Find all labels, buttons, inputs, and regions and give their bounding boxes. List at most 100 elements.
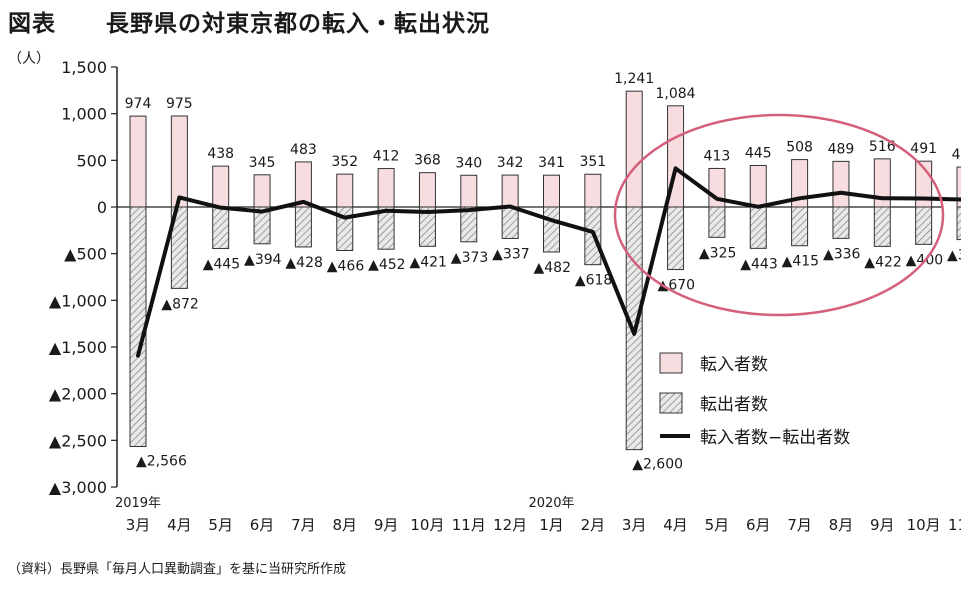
outflow-bar bbox=[212, 206, 230, 250]
x-tick-label: 7月 bbox=[291, 516, 316, 534]
inflow-bar bbox=[336, 173, 354, 208]
x-tick-label: 6月 bbox=[250, 516, 275, 534]
y-tick-label: 1,000 bbox=[61, 105, 107, 124]
inflow-value-label: 974 bbox=[125, 96, 152, 112]
outflow-bar bbox=[543, 206, 560, 253]
y-tick-label: 1,500 bbox=[61, 58, 107, 77]
inflow-value-label: 341 bbox=[538, 155, 565, 171]
x-tick-label: 1月 bbox=[539, 516, 564, 534]
y-tick-label: 0 bbox=[97, 198, 107, 217]
outflow-value-label: ▲670 bbox=[658, 278, 696, 294]
y-axis-unit-label: （人） bbox=[8, 51, 50, 67]
inflow-bar bbox=[956, 166, 961, 208]
outflow-value-label: ▲445 bbox=[203, 257, 241, 273]
inflow-bar bbox=[418, 172, 436, 208]
outflow-bar bbox=[749, 206, 767, 249]
x-tick-label: 8月 bbox=[829, 516, 854, 534]
outflow-bar bbox=[915, 206, 933, 245]
inflow-bar bbox=[749, 164, 767, 208]
inflow-value-label: 368 bbox=[414, 153, 441, 169]
y-tick-label: ▲2,000 bbox=[49, 385, 107, 404]
inflow-value-label: 438 bbox=[207, 146, 234, 162]
outflow-bar bbox=[873, 206, 891, 247]
net-migration-line bbox=[136, 166, 961, 358]
outflow-value-label: ▲349 bbox=[947, 248, 961, 264]
outflow-bar bbox=[253, 206, 271, 245]
outflow-value-label: ▲373 bbox=[451, 250, 489, 266]
outflow-value-label: ▲337 bbox=[492, 246, 530, 262]
year-label: 2020年 bbox=[528, 496, 574, 511]
outflow-bar bbox=[294, 206, 312, 248]
outflow-bar bbox=[170, 206, 188, 289]
outflow-bar bbox=[956, 206, 961, 241]
inflow-bar bbox=[253, 174, 271, 208]
x-tick-label: 6月 bbox=[746, 516, 771, 534]
x-tick-label: 11月 bbox=[948, 516, 961, 534]
y-tick-label: ▲1,000 bbox=[49, 291, 107, 310]
inflow-bar bbox=[212, 165, 230, 208]
inflow-value-label: 345 bbox=[249, 155, 276, 171]
inflow-value-label: 445 bbox=[745, 145, 772, 161]
inflow-bar bbox=[460, 174, 478, 208]
inflow-value-label: 428 bbox=[952, 147, 961, 163]
inflow-value-label: 489 bbox=[828, 141, 855, 157]
inflow-value-label: 351 bbox=[579, 154, 606, 170]
outflow-bar bbox=[708, 206, 726, 238]
outflow-value-label: ▲415 bbox=[782, 254, 820, 270]
inflow-bar bbox=[129, 115, 147, 208]
x-tick-label: 4月 bbox=[167, 516, 192, 534]
outflow-bar bbox=[460, 206, 478, 243]
inflow-value-label: 340 bbox=[455, 155, 482, 171]
source-note: （資料）長野県「毎月人口異動調査」を基に当研究所作成 bbox=[8, 562, 347, 577]
x-tick-label: 5月 bbox=[705, 516, 730, 534]
inflow-value-label: 508 bbox=[786, 140, 813, 156]
y-tick-label: ▲2,500 bbox=[49, 431, 107, 450]
outflow-value-label: ▲872 bbox=[161, 296, 199, 312]
outflow-bar bbox=[377, 206, 395, 250]
outflow-value-label: ▲421 bbox=[409, 254, 447, 270]
outflow-value-label: ▲336 bbox=[823, 246, 861, 262]
highlight-circle bbox=[613, 113, 945, 317]
outflow-value-label: ▲443 bbox=[740, 256, 778, 272]
x-tick-label: 11月 bbox=[452, 516, 486, 534]
inflow-value-label: 342 bbox=[497, 155, 524, 171]
inflow-value-label: 412 bbox=[373, 149, 400, 165]
chart-title: 長野県の対東京都の転入・転出状況 bbox=[106, 11, 490, 37]
inflow-value-label: 1,084 bbox=[656, 86, 696, 102]
y-tick-label: ▲3,000 bbox=[49, 478, 107, 497]
outflow-value-label: ▲422 bbox=[864, 254, 902, 270]
x-tick-label: 9月 bbox=[870, 516, 895, 534]
y-tick-label: 500 bbox=[76, 151, 107, 170]
outflow-value-label: ▲2,566 bbox=[136, 453, 187, 469]
outflow-bar bbox=[501, 206, 519, 239]
figure-label: 図表 bbox=[8, 11, 56, 37]
outflow-value-label: ▲2,600 bbox=[632, 457, 683, 473]
inflow-value-label: 1,241 bbox=[614, 71, 654, 87]
legend-inflow-swatch bbox=[659, 352, 683, 374]
inflow-bar bbox=[377, 168, 395, 208]
legend-outflow-swatch bbox=[659, 392, 683, 414]
x-tick-label: 8月 bbox=[332, 516, 357, 534]
legend-inflow-label: 転入者数 bbox=[700, 355, 768, 375]
inflow-bar bbox=[501, 174, 519, 208]
outflow-bar bbox=[418, 206, 436, 247]
y-tick-label: ▲500 bbox=[64, 245, 107, 264]
inflow-value-label: 352 bbox=[331, 154, 358, 170]
inflow-value-label: 975 bbox=[166, 96, 193, 112]
inflow-bar bbox=[170, 115, 188, 208]
inflow-bar bbox=[625, 90, 643, 208]
x-tick-label: 2月 bbox=[581, 516, 606, 534]
x-tick-label: 7月 bbox=[787, 516, 812, 534]
x-tick-label: 10月 bbox=[907, 516, 941, 534]
x-tick-label: 3月 bbox=[126, 516, 151, 534]
x-tick-label: 3月 bbox=[622, 516, 647, 534]
inflow-value-label: 491 bbox=[910, 141, 937, 157]
outflow-value-label: ▲428 bbox=[285, 255, 323, 271]
legend-net-label: 転入者数−転出者数 bbox=[700, 428, 850, 448]
outflow-bar bbox=[791, 206, 809, 247]
outflow-value-label: ▲466 bbox=[327, 258, 365, 274]
outflow-value-label: ▲482 bbox=[534, 260, 572, 276]
outflow-value-label: ▲618 bbox=[575, 273, 613, 289]
